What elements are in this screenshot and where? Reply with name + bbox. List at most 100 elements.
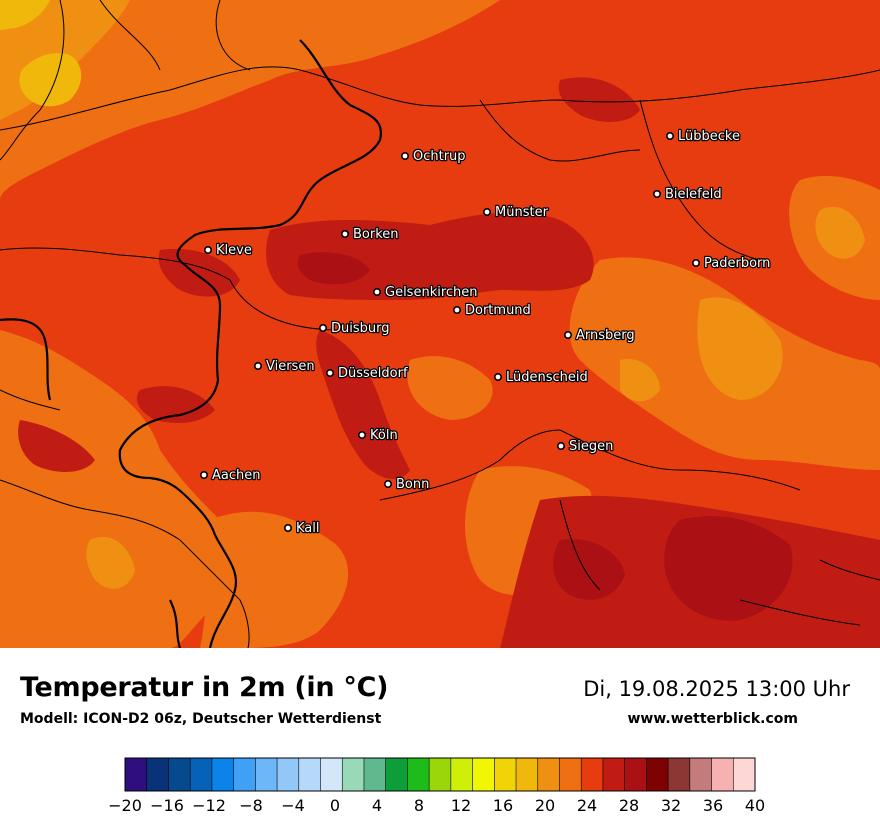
city-dot [563,330,572,339]
legend-color-swatch [429,758,452,791]
legend-color-swatch [363,758,387,791]
legend-color-swatch [146,758,169,791]
city-dot [340,230,349,239]
city-label: Lüdenscheid [506,370,588,385]
city-label: Bielefeld [665,187,722,202]
legend-color-swatch [211,758,235,791]
legend-color-swatch [277,758,300,791]
legend-color-swatch [646,758,669,791]
legend-color-swatch [711,758,734,791]
legend-color-swatch [320,758,343,791]
color-legend: −20 −16 −12 −8 −4 0 4 8 12 16 20 24 28 32 36 40 [108,757,765,815]
forecast-datetime: Di, 19.08.2025 13:00 Uhr [583,677,850,701]
legend-color-swatch [494,758,517,791]
legend-color-swatch [233,758,256,791]
city-dot [283,523,292,532]
city-label: Borken [353,227,399,242]
legend-color-swatch [255,758,278,791]
city-dot [400,152,409,161]
model-subtitle: Modell: ICON-D2 06z, Deutscher Wetterdie… [20,711,382,727]
city-dot [493,372,502,381]
city-marker: Münster [482,204,550,221]
warmest-regions [297,252,793,621]
city-marker: Viersen [254,358,316,375]
legend-color-swatch [407,758,430,791]
legend-tick-label: 28 [619,796,639,815]
city-label: Siegen [569,439,613,454]
city-label: Kall [296,521,320,536]
city-label: Aachen [212,468,260,483]
legend-tick-label: 24 [577,796,597,815]
legend-tick-label: −20 [108,796,142,815]
city-markers: Lübbecke Ochtrup Bielefeld Münster Borken Kle… [200,128,772,537]
legend-color-swatch [581,758,604,791]
legend-color-swatch [472,758,495,791]
legend-color-swatch [733,758,756,791]
legend-tick-label: 32 [661,796,681,815]
city-marker: Ochtrup [400,148,467,165]
city-label: Lübbecke [678,129,740,144]
city-dot [556,441,565,450]
legend-color-swatch [559,758,582,791]
city-dot [357,430,366,439]
legend-tick-label: 4 [372,796,382,815]
city-label: Köln [370,428,398,443]
legend-tick-label: −16 [150,796,184,815]
legend-color-swatch [516,758,539,791]
legend-color-swatch [689,758,713,791]
city-marker: Lübbecke [665,128,741,145]
borders [0,0,880,648]
city-marker: Bonn [383,476,431,493]
city-label: Düsseldorf [338,366,408,381]
city-label: Dortmund [465,303,531,318]
legend-tick-label: −4 [281,796,305,815]
city-marker: Dortmund [452,302,532,319]
legend-tick-label: 16 [493,796,513,815]
city-marker: Paderborn [691,255,772,272]
city-dot [372,287,381,296]
city-dot [318,323,327,332]
legend-tick-label: 12 [451,796,471,815]
city-label: Gelsenkirchen [385,285,478,300]
legend-tick-label: 40 [745,796,765,815]
legend-color-swatch [190,758,213,791]
legend-border [124,757,756,792]
legend-color-swatch [624,758,647,791]
legend-color-swatch [450,758,474,791]
warm-min-region [0,0,82,107]
legend-color-swatch [342,758,365,791]
city-marker: Lüdenscheid [493,369,589,386]
city-marker: Düsseldorf [325,365,409,382]
city-dot [254,361,263,370]
city-marker: Arnsberg [563,327,636,344]
city-dot [452,305,461,314]
city-label: Duisburg [331,321,390,336]
website-link[interactable]: www.wetterblick.com [627,711,799,727]
legend-color-swatch [298,758,322,791]
legend-tick-label: −8 [239,796,263,815]
legend-tick-label: 36 [703,796,723,815]
city-dot [325,368,334,377]
city-marker: Gelsenkirchen [372,284,479,301]
legend-tick-label: 8 [414,796,424,815]
city-marker: Duisburg [318,320,391,337]
legend-color-swatch [537,758,560,791]
city-marker: Borken [340,226,400,243]
city-dot [200,470,209,479]
city-label: Ochtrup [413,149,466,164]
city-marker: Aachen [200,467,262,484]
city-marker: Siegen [556,438,615,455]
legend-color-swatch [168,758,191,791]
city-marker: Kall [283,520,321,537]
legend-color-swatch [385,758,408,791]
city-label: Münster [495,205,549,220]
city-dot [665,132,674,141]
legend-color-swatch [125,758,148,791]
city-dot [383,479,392,488]
city-marker: Köln [357,427,399,444]
legend-tick-label: −12 [192,796,226,815]
city-marker: Bielefeld [652,186,723,203]
legend-color-swatch [668,758,691,791]
city-label: Arnsberg [576,328,635,343]
map-title: Temperatur in 2m (in °C) [20,672,389,703]
